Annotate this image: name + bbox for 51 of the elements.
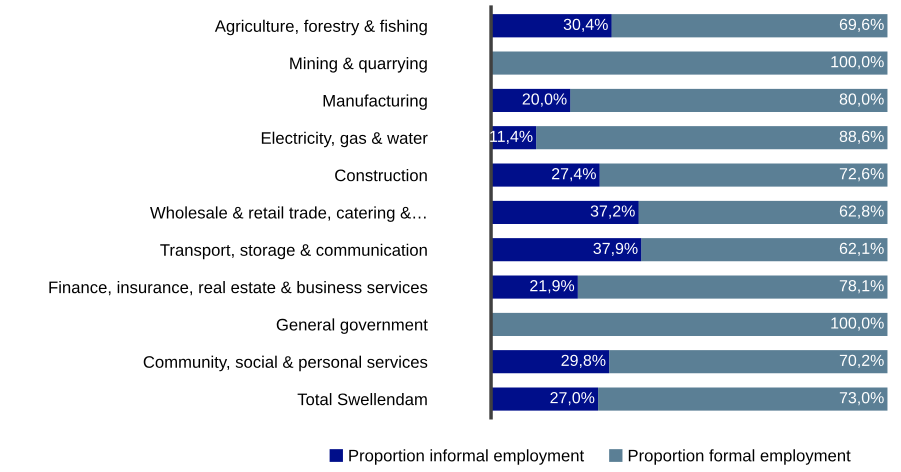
data-label: 72,6% <box>840 168 884 182</box>
y-tick-label: Manufacturing <box>324 94 427 110</box>
bar <box>491 14 612 38</box>
y-tick-label: Total Swellendam <box>298 393 427 406</box>
data-label: 37,9% <box>593 242 638 256</box>
data-label: 80,0% <box>840 93 884 107</box>
data-label: 62,8% <box>840 205 884 219</box>
data-label: 21,9% <box>530 280 574 294</box>
y-tick-label: Wholesale & retail trade, catering &… <box>150 206 426 222</box>
y-tick-label: Construction <box>335 169 427 182</box>
legend-label: Proportion informal employment <box>349 449 584 465</box>
data-label: 27,0% <box>550 392 594 406</box>
y-tick-label: Community, social & personal services <box>144 356 428 372</box>
data-label: 69,6% <box>840 18 884 32</box>
bar <box>612 14 888 38</box>
bar <box>609 350 888 374</box>
bar <box>570 88 888 112</box>
y-tick-label: Finance, insurance, real estate & business services <box>49 281 428 296</box>
bar <box>491 312 888 336</box>
data-label: 100,0% <box>831 317 884 331</box>
data-label: 11,4% <box>490 130 532 144</box>
data-label: 30,4% <box>564 18 608 32</box>
bar <box>638 200 888 224</box>
bar <box>491 52 888 75</box>
y-tick-label: Mining & quarrying <box>290 57 427 73</box>
y-tick-label: Transport, storage & communication <box>160 244 427 260</box>
data-label: 100,0% <box>831 56 884 70</box>
bar <box>600 163 888 187</box>
bar <box>491 350 610 374</box>
data-label: 37,2% <box>590 205 635 219</box>
data-label: 29,8% <box>562 354 606 368</box>
data-label: 73,0% <box>840 392 884 406</box>
y-tick-label: Agriculture, forestry & fishing <box>214 20 427 36</box>
data-label: 78,1% <box>840 280 884 294</box>
data-label: 20,0% <box>522 93 567 107</box>
data-label: 62,1% <box>840 242 884 256</box>
y-tick-label: Electricity, gas & water <box>262 132 428 148</box>
bar <box>578 275 888 299</box>
legend-label: Proportion formal employment <box>628 449 851 465</box>
data-label: 27,4% <box>552 168 596 182</box>
data-label: 88,6% <box>840 130 884 144</box>
bar <box>491 200 639 224</box>
bar <box>491 163 600 187</box>
bar <box>491 387 598 411</box>
bar <box>536 126 888 150</box>
y-tick-label: General government <box>276 318 428 334</box>
bar <box>598 387 888 411</box>
bar <box>491 275 578 299</box>
bar <box>641 238 888 262</box>
data-label: 70,2% <box>840 354 884 368</box>
bar <box>491 238 642 262</box>
